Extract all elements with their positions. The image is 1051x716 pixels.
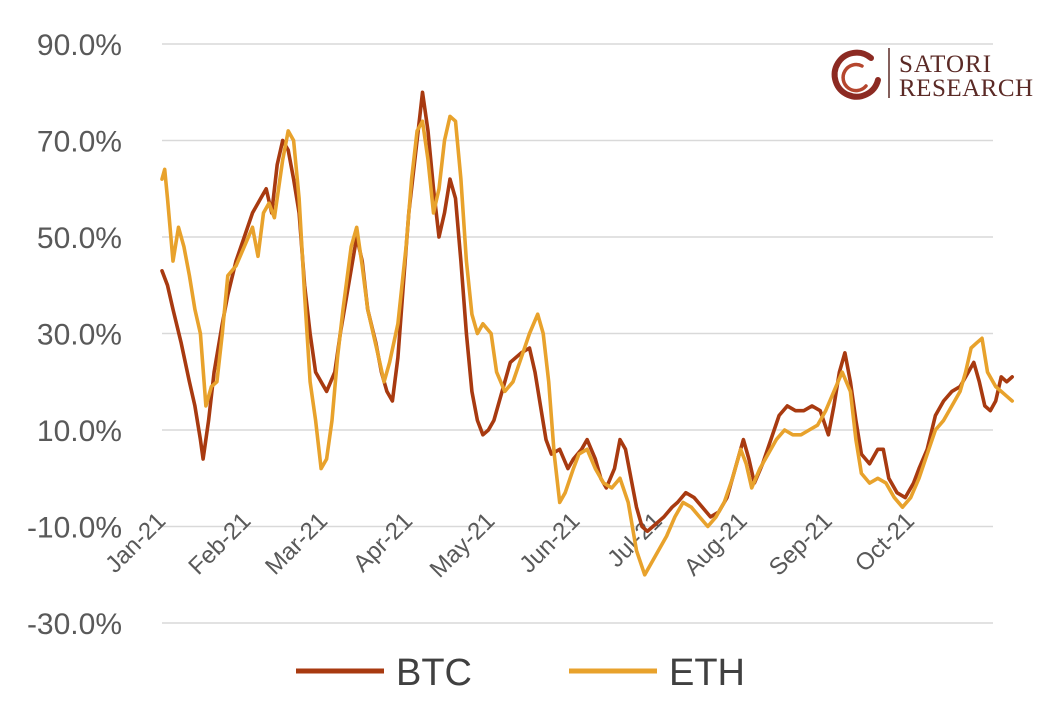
y-tick-label: 90.0%	[37, 29, 122, 62]
y-tick-label: 30.0%	[37, 319, 122, 352]
x-tick-label: Apr-21	[348, 507, 418, 577]
y-axis-tick-labels: -30.0% -10.0% 10.0% 30.0% 50.0% 70.0% 90.0%	[27, 29, 122, 641]
x-tick-label: Feb-21	[183, 507, 256, 580]
y-tick-label: 10.0%	[37, 415, 122, 448]
logo-text-line2: RESEARCH	[899, 75, 1034, 102]
enso-circle-icon	[831, 49, 881, 100]
series-line-btc	[160, 90, 1015, 534]
series-line-eth	[160, 114, 1015, 577]
logo-text-line1: SATORI	[899, 51, 992, 78]
y-tick-label: 50.0%	[37, 222, 122, 255]
x-tick-label: Oct-21	[850, 507, 920, 577]
y-tick-label: 70.0%	[37, 126, 122, 159]
legend: BTC ETH	[296, 652, 745, 694]
x-axis-tick-labels: Jan-21 Feb-21 Mar-21 Apr-21 May-21 Jun-21 Jul-…	[100, 507, 920, 583]
series-lines	[160, 90, 1015, 577]
y-tick-label: -30.0%	[27, 608, 122, 641]
x-tick-label: Sep-21	[764, 507, 838, 581]
legend-label-eth: ETH	[669, 652, 745, 694]
y-tick-label: -10.0%	[27, 512, 122, 545]
satori-research-logo: SATORI RESEARCH	[831, 48, 1034, 102]
x-tick-label: Jun-21	[514, 507, 585, 578]
x-tick-label: Mar-21	[260, 507, 333, 580]
x-tick-label: May-21	[425, 507, 501, 583]
legend-label-btc: BTC	[396, 652, 472, 694]
